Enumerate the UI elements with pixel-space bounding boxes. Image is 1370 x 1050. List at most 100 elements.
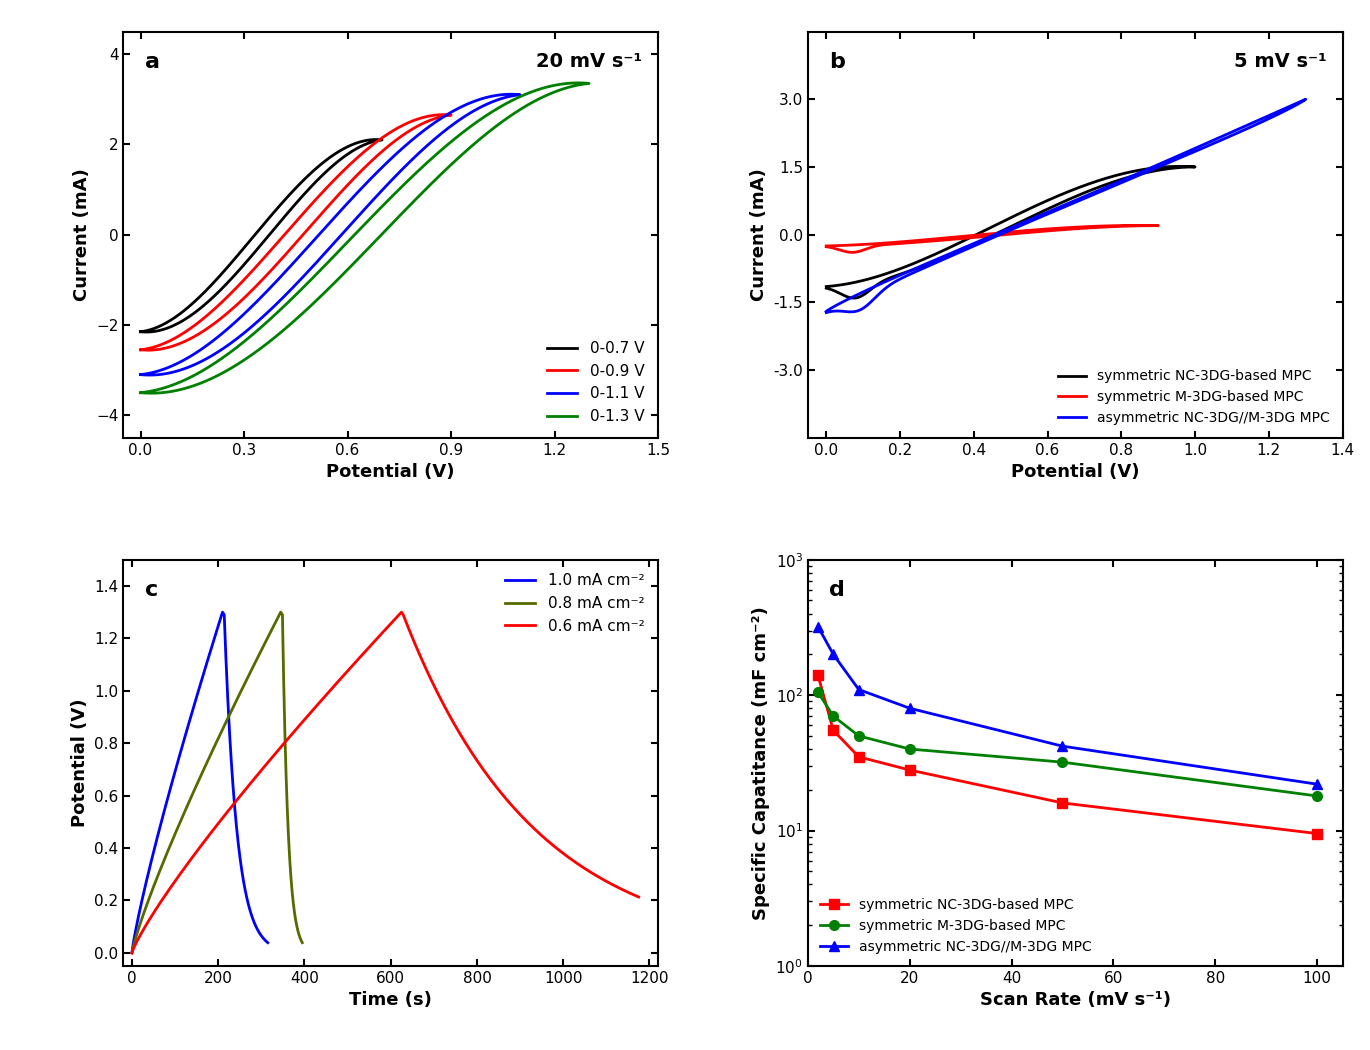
- Line: asymmetric NC-3DG//M-3DG MPC: asymmetric NC-3DG//M-3DG MPC: [826, 99, 1306, 313]
- 0-1.3 V: [466, 138, 482, 150]
- symmetric NC-3DG-based MPC: [917, 253, 933, 266]
- symmetric M-3DG-based MPC: [818, 240, 834, 253]
- asymmetric NC-3DG//M-3DG MPC: [818, 306, 834, 318]
- asymmetric NC-3DG//M-3DG MPC: [901, 702, 918, 715]
- 0.8 mA cm⁻²: [123, 947, 140, 960]
- Legend: symmetric NC-3DG-based MPC, symmetric M-3DG-based MPC, asymmetric NC-3DG//M-3DG : symmetric NC-3DG-based MPC, symmetric M-…: [815, 892, 1097, 959]
- 0-0.9 V: [329, 171, 345, 184]
- symmetric NC-3DG-based MPC: [1167, 162, 1184, 174]
- symmetric NC-3DG-based MPC: [1308, 827, 1325, 840]
- 0-0.7 V: [242, 233, 259, 246]
- 0-1.3 V: [430, 147, 447, 160]
- asymmetric NC-3DG//M-3DG MPC: [825, 648, 841, 660]
- 0-0.9 V: [133, 343, 149, 356]
- 0-1.3 V: [142, 386, 159, 399]
- Text: c: c: [145, 580, 158, 600]
- symmetric NC-3DG-based MPC: [825, 724, 841, 737]
- asymmetric NC-3DG//M-3DG MPC: [851, 684, 867, 696]
- symmetric M-3DG-based MPC: [1055, 756, 1071, 769]
- Legend: 1.0 mA cm⁻², 0.8 mA cm⁻², 0.6 mA cm⁻²: 1.0 mA cm⁻², 0.8 mA cm⁻², 0.6 mA cm⁻²: [499, 567, 651, 639]
- symmetric M-3DG-based MPC: [930, 232, 947, 245]
- Y-axis label: Potential (V): Potential (V): [71, 698, 89, 827]
- 1.0 mA cm⁻²: [179, 723, 196, 736]
- Y-axis label: Current (mA): Current (mA): [749, 168, 767, 301]
- 0-1.1 V: [371, 163, 388, 175]
- X-axis label: Potential (V): Potential (V): [326, 463, 455, 481]
- Text: b: b: [829, 51, 845, 71]
- symmetric NC-3DG-based MPC: [818, 280, 834, 293]
- Line: symmetric NC-3DG-based MPC: symmetric NC-3DG-based MPC: [826, 166, 1195, 298]
- symmetric NC-3DG-based MPC: [1067, 183, 1084, 195]
- 0-1.1 V: [306, 234, 322, 247]
- 0-0.7 V: [244, 249, 260, 261]
- asymmetric NC-3DG//M-3DG MPC: [945, 246, 962, 258]
- symmetric M-3DG-based MPC: [818, 239, 834, 252]
- 1.0 mA cm⁻²: [148, 838, 164, 851]
- asymmetric NC-3DG//M-3DG MPC: [1234, 121, 1251, 133]
- asymmetric NC-3DG//M-3DG MPC: [1252, 117, 1269, 129]
- 0-0.7 V: [292, 176, 308, 189]
- Line: symmetric M-3DG-based MPC: symmetric M-3DG-based MPC: [826, 226, 1158, 252]
- symmetric NC-3DG-based MPC: [1173, 160, 1189, 172]
- 1.0 mA cm⁻²: [151, 826, 167, 839]
- symmetric M-3DG-based MPC: [906, 234, 922, 247]
- 0.8 mA cm⁻²: [166, 830, 182, 842]
- Line: asymmetric NC-3DG//M-3DG MPC: asymmetric NC-3DG//M-3DG MPC: [814, 622, 1322, 789]
- 0.8 mA cm⁻²: [295, 937, 311, 949]
- symmetric M-3DG-based MPC: [1130, 219, 1147, 232]
- 0-1.3 V: [570, 77, 586, 89]
- asymmetric NC-3DG//M-3DG MPC: [818, 307, 834, 319]
- 1.0 mA cm⁻²: [214, 606, 230, 618]
- 0-0.7 V: [133, 326, 149, 338]
- 0-0.9 V: [133, 343, 149, 356]
- 0.6 mA cm⁻²: [123, 947, 140, 960]
- 0-0.9 V: [436, 108, 452, 121]
- 0-0.7 V: [369, 133, 385, 146]
- 0-1.3 V: [133, 386, 149, 399]
- symmetric NC-3DG-based MPC: [810, 669, 826, 681]
- Line: symmetric NC-3DG-based MPC: symmetric NC-3DG-based MPC: [814, 671, 1322, 839]
- 0-0.9 V: [363, 155, 379, 168]
- 0-0.7 V: [133, 326, 149, 338]
- 0.6 mA cm⁻²: [323, 682, 340, 695]
- 0-0.9 V: [277, 249, 293, 261]
- Line: 0-0.7 V: 0-0.7 V: [141, 140, 382, 332]
- X-axis label: Scan Rate (mV s⁻¹): Scan Rate (mV s⁻¹): [980, 991, 1171, 1009]
- 0-0.7 V: [295, 190, 311, 203]
- 0-1.3 V: [433, 167, 449, 180]
- symmetric NC-3DG-based MPC: [845, 292, 862, 304]
- asymmetric NC-3DG//M-3DG MPC: [1055, 740, 1071, 753]
- symmetric NC-3DG-based MPC: [851, 751, 867, 763]
- symmetric NC-3DG-based MPC: [901, 763, 918, 776]
- 0.6 mA cm⁻²: [381, 620, 397, 632]
- 0.8 mA cm⁻²: [207, 740, 223, 753]
- Line: symmetric M-3DG-based MPC: symmetric M-3DG-based MPC: [814, 688, 1322, 801]
- 0-1.1 V: [414, 144, 430, 156]
- 0-0.9 V: [274, 231, 290, 244]
- symmetric M-3DG-based MPC: [1133, 219, 1149, 232]
- 0-1.1 V: [384, 151, 400, 164]
- 1.0 mA cm⁻²: [182, 711, 199, 723]
- 1.0 mA cm⁻²: [259, 937, 275, 949]
- asymmetric NC-3DG//M-3DG MPC: [1308, 778, 1325, 791]
- 0-1.1 V: [133, 369, 149, 381]
- 0-0.7 V: [138, 326, 155, 338]
- Y-axis label: Current (mA): Current (mA): [73, 168, 90, 301]
- asymmetric NC-3DG//M-3DG MPC: [1141, 162, 1158, 174]
- 0-0.9 V: [341, 177, 358, 190]
- symmetric M-3DG-based MPC: [851, 730, 867, 742]
- 0-1.3 V: [341, 262, 358, 275]
- Line: 0.8 mA cm⁻²: 0.8 mA cm⁻²: [132, 612, 303, 953]
- symmetric NC-3DG-based MPC: [1055, 797, 1071, 810]
- 0.6 mA cm⁻²: [247, 772, 263, 784]
- symmetric NC-3DG-based MPC: [1138, 163, 1155, 175]
- 0-0.9 V: [140, 343, 156, 356]
- symmetric NC-3DG-based MPC: [818, 281, 834, 294]
- symmetric M-3DG-based MPC: [1119, 219, 1136, 232]
- 0-1.1 V: [308, 256, 325, 269]
- asymmetric NC-3DG//M-3DG MPC: [810, 621, 826, 633]
- 0.6 mA cm⁻²: [429, 685, 445, 697]
- symmetric M-3DG-based MPC: [1043, 223, 1059, 235]
- 0.6 mA cm⁻²: [393, 606, 410, 618]
- symmetric M-3DG-based MPC: [901, 742, 918, 755]
